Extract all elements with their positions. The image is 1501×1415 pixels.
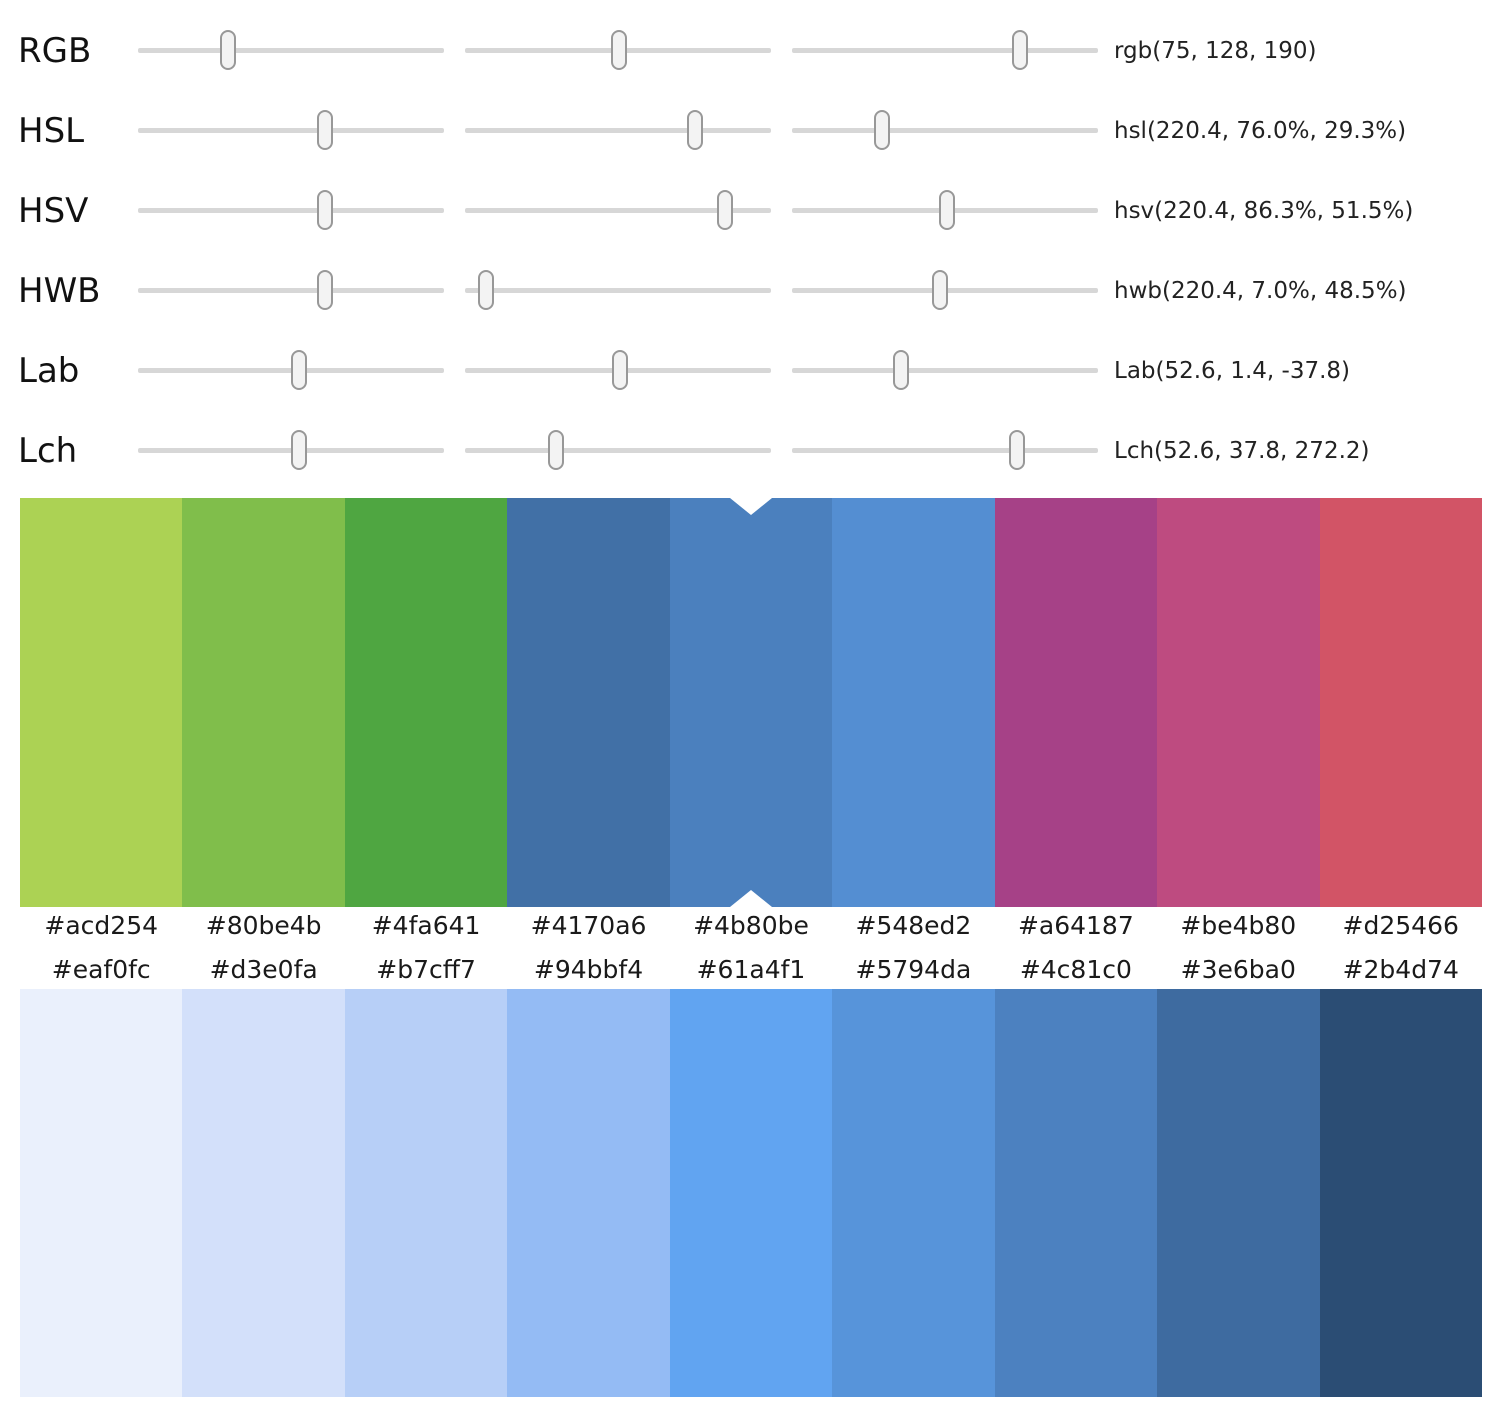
palette-swatch[interactable] bbox=[1319, 989, 1482, 1397]
palette-swatch[interactable] bbox=[20, 989, 183, 1397]
hex-label: #b7cff7 bbox=[376, 955, 476, 984]
slider-thumb-3[interactable] bbox=[1008, 430, 1025, 470]
slider-track-3[interactable] bbox=[792, 110, 1098, 150]
slider-thumb-2[interactable] bbox=[686, 110, 703, 150]
color-value-text: hsl(220.4, 76.0%, 29.3%) bbox=[1114, 118, 1407, 144]
slider-thumb-3[interactable] bbox=[892, 350, 909, 390]
hue-palette-strip bbox=[20, 498, 1482, 907]
palette-swatch[interactable] bbox=[507, 989, 670, 1397]
slider-thumb-2[interactable] bbox=[548, 430, 565, 470]
slider-thumb-1[interactable] bbox=[317, 190, 334, 230]
hex-label: #2b4d74 bbox=[1342, 955, 1459, 984]
selected-swatch-marker-bottom bbox=[729, 890, 772, 907]
slider-row: RGB rgb(75, 128, 190) bbox=[0, 11, 1501, 91]
slider-thumb-3[interactable] bbox=[873, 110, 890, 150]
colorspace-label: RGB bbox=[18, 31, 92, 71]
palette-swatch[interactable] bbox=[344, 989, 508, 1397]
slider-row: HSV hsv(220.4, 86.3%, 51.5%) bbox=[0, 171, 1501, 251]
slider-thumb-1[interactable] bbox=[317, 110, 334, 150]
hex-label: #a64187 bbox=[1017, 911, 1134, 940]
color-sliders-panel: RGB rgb(75, 128, 190) HSL hsl(2 bbox=[0, 11, 1501, 491]
hex-label: #4170a6 bbox=[530, 911, 647, 940]
palette-swatch[interactable] bbox=[832, 989, 995, 1397]
palette-swatch[interactable] bbox=[182, 989, 345, 1397]
slider-track-1[interactable] bbox=[138, 430, 444, 470]
palette-swatch[interactable] bbox=[994, 498, 1158, 907]
slider-track-1[interactable] bbox=[138, 270, 444, 310]
palette-swatch[interactable] bbox=[669, 498, 833, 907]
hex-label: #4c81c0 bbox=[1019, 955, 1132, 984]
slider-track-2[interactable] bbox=[465, 350, 771, 390]
slider-track-3[interactable] bbox=[792, 270, 1098, 310]
slider-track-3[interactable] bbox=[792, 430, 1098, 470]
slider-thumb-1[interactable] bbox=[290, 430, 307, 470]
palette-swatch[interactable] bbox=[1157, 989, 1320, 1397]
palette-swatch[interactable] bbox=[344, 498, 508, 907]
slider-track-2[interactable] bbox=[465, 190, 771, 230]
selected-swatch-marker-top bbox=[729, 498, 772, 515]
slider-thumb-2[interactable] bbox=[610, 30, 627, 70]
hex-label: #d3e0fa bbox=[209, 955, 318, 984]
palette-swatch[interactable] bbox=[182, 498, 345, 907]
hex-label: #d25466 bbox=[1342, 911, 1459, 940]
palette-swatch[interactable] bbox=[507, 498, 670, 907]
slider-row: HWB hwb(220.4, 7.0%, 48.5%) bbox=[0, 251, 1501, 331]
slider-row: Lch Lch(52.6, 37.8, 272.2) bbox=[0, 411, 1501, 491]
slider-track-2[interactable] bbox=[465, 430, 771, 470]
slider-thumb-3[interactable] bbox=[1011, 30, 1028, 70]
color-value-text: Lch(52.6, 37.8, 272.2) bbox=[1114, 438, 1370, 464]
slider-track-3[interactable] bbox=[792, 350, 1098, 390]
hex-labels-bottom-row: #eaf0fc #d3e0fa #b7cff7 #94bbf4 #61a4f1 … bbox=[20, 949, 1482, 991]
hex-label: #4fa641 bbox=[371, 911, 481, 940]
slider-track-1[interactable] bbox=[138, 190, 444, 230]
hex-label: #5794da bbox=[855, 955, 972, 984]
palette-swatch[interactable] bbox=[832, 498, 995, 907]
palette-swatch[interactable] bbox=[20, 498, 183, 907]
slider-track-3[interactable] bbox=[792, 190, 1098, 230]
slider-thumb-1[interactable] bbox=[317, 270, 334, 310]
slider-thumb-3[interactable] bbox=[932, 270, 949, 310]
slider-row: Lab Lab(52.6, 1.4, -37.8) bbox=[0, 331, 1501, 411]
colorspace-label: Lab bbox=[18, 351, 80, 391]
palette-swatch[interactable] bbox=[669, 989, 833, 1397]
hex-label: #4b80be bbox=[693, 911, 809, 940]
hex-label: #94bbf4 bbox=[533, 955, 644, 984]
palette-swatch[interactable] bbox=[994, 989, 1158, 1397]
colorspace-label: HWB bbox=[18, 271, 101, 311]
colorspace-label: HSL bbox=[18, 111, 85, 151]
slider-track-1[interactable] bbox=[138, 110, 444, 150]
slider-thumb-1[interactable] bbox=[290, 350, 307, 390]
slider-track-2[interactable] bbox=[465, 270, 771, 310]
hex-label: #61a4f1 bbox=[696, 955, 806, 984]
slider-thumb-3[interactable] bbox=[938, 190, 955, 230]
color-value-text: Lab(52.6, 1.4, -37.8) bbox=[1114, 358, 1350, 384]
slider-track-2[interactable] bbox=[465, 30, 771, 70]
slider-row: HSL hsl(220.4, 76.0%, 29.3%) bbox=[0, 91, 1501, 171]
slider-thumb-2[interactable] bbox=[478, 270, 495, 310]
hex-label: #be4b80 bbox=[1180, 911, 1297, 940]
slider-track-1[interactable] bbox=[138, 350, 444, 390]
hex-label: #80be4b bbox=[205, 911, 322, 940]
palette-swatch[interactable] bbox=[1319, 498, 1482, 907]
hex-label: #eaf0fc bbox=[51, 955, 151, 984]
color-value-text: hwb(220.4, 7.0%, 48.5%) bbox=[1114, 278, 1407, 304]
color-value-text: hsv(220.4, 86.3%, 51.5%) bbox=[1114, 198, 1414, 224]
slider-track-2[interactable] bbox=[465, 110, 771, 150]
slider-track-3[interactable] bbox=[792, 30, 1098, 70]
hex-labels-top-row: #acd254 #80be4b #4fa641 #4170a6 #4b80be … bbox=[20, 905, 1482, 947]
slider-thumb-2[interactable] bbox=[611, 350, 628, 390]
slider-thumb-2[interactable] bbox=[717, 190, 734, 230]
hex-label: #acd254 bbox=[44, 911, 159, 940]
slider-track-1[interactable] bbox=[138, 30, 444, 70]
hex-label: #548ed2 bbox=[855, 911, 972, 940]
palette-swatch[interactable] bbox=[1157, 498, 1320, 907]
color-value-text: rgb(75, 128, 190) bbox=[1114, 38, 1317, 64]
shade-palette-strip bbox=[20, 989, 1482, 1397]
colorspace-label: HSV bbox=[18, 191, 89, 231]
hex-label: #3e6ba0 bbox=[1180, 955, 1296, 984]
slider-thumb-1[interactable] bbox=[219, 30, 236, 70]
colorspace-label: Lch bbox=[18, 431, 78, 471]
